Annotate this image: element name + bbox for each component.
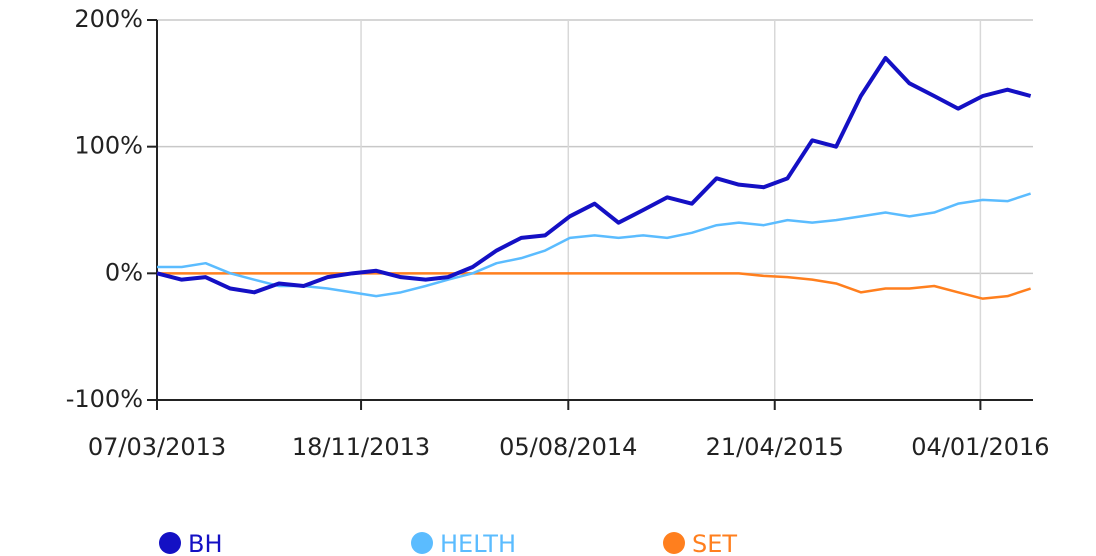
x-tick-label: 05/08/2014 — [499, 433, 637, 461]
legend-swatch — [411, 532, 433, 554]
legend-swatch — [159, 532, 181, 554]
x-tick-label: 04/01/2016 — [911, 433, 1049, 461]
y-tick-label: 200% — [74, 5, 143, 33]
x-tick-label: 18/11/2013 — [292, 433, 430, 461]
legend-swatch — [663, 532, 685, 554]
series-line — [157, 192, 1032, 298]
legend-label: SET — [692, 530, 737, 556]
x-tick-label: 07/03/2013 — [88, 433, 226, 461]
x-tick-label: 21/04/2015 — [706, 433, 844, 461]
series-line — [156, 56, 1032, 295]
legend-label: HELTH — [440, 530, 516, 556]
legend-label: BH — [188, 530, 223, 556]
series-line — [157, 272, 1032, 300]
y-tick-label: 100% — [74, 132, 143, 160]
y-tick-label: 0% — [105, 258, 143, 286]
y-tick-label: -100% — [66, 385, 143, 413]
